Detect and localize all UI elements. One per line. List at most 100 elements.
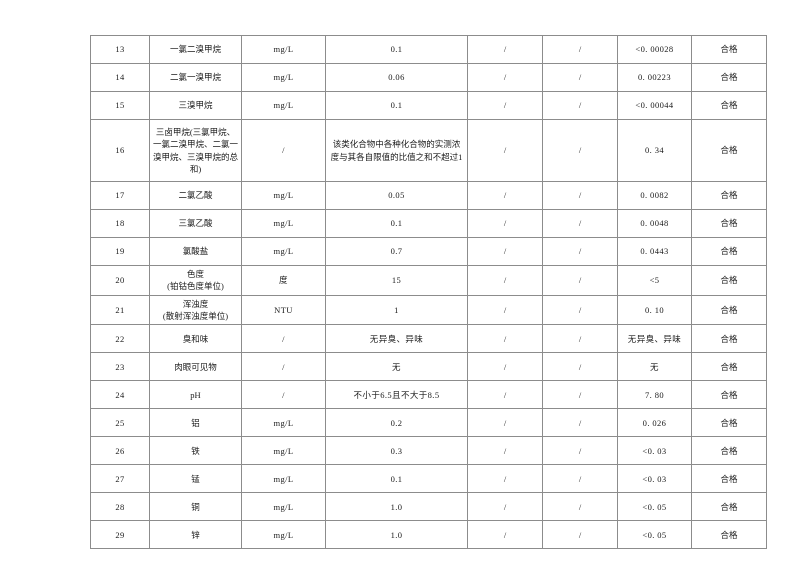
cell-serial-number: 27 [90, 464, 150, 494]
cell-item-name: 肉眼可见物 [149, 352, 242, 382]
water-quality-results-table: 13 一氯二溴甲烷 mg/L 0.1// <0. 00028 合格 14 二氯一溴甲烷 mg/L… [90, 35, 767, 550]
table-row: 29 锌 mg/L 1.0// <0. 05 合格 [90, 520, 767, 550]
cell-blank-a: / [467, 464, 543, 494]
cell-blank-b: / [542, 294, 618, 326]
cell-blank-b: / [542, 119, 618, 182]
cell-blank-a: / [467, 520, 543, 550]
cell-serial-number: 25 [90, 408, 150, 438]
cell-verdict: 合格 [691, 35, 767, 64]
cell-verdict: 合格 [691, 464, 767, 494]
cell-item-name: 三氯乙酸 [149, 209, 242, 238]
cell-verdict: 合格 [691, 294, 767, 326]
cell-blank-a: / [467, 408, 543, 438]
table-row: 23 肉眼可见物 / 无 / / 无合格 [90, 352, 767, 382]
cell-item-name: 三溴甲烷 [149, 91, 242, 120]
cell-serial-number: 28 [90, 492, 150, 522]
cell-unit: mg/L [241, 237, 326, 266]
cell-blank-b: / [542, 492, 618, 522]
cell-blank-b: / [542, 464, 618, 494]
cell-unit: / [241, 380, 326, 410]
cell-unit: mg/L [241, 408, 326, 438]
cell-item-name: 三卤甲烷(三氯甲烷、一氯二溴甲烷、二氯一溴甲烷、三溴甲烷的总和) [149, 119, 242, 182]
cell-serial-number: 24 [90, 380, 150, 410]
cell-test-result: <0. 00044 [617, 91, 692, 120]
cell-unit: mg/L [241, 209, 326, 238]
table-row: 16 三卤甲烷(三氯甲烷、一氯二溴甲烷、二氯一溴甲烷、三溴甲烷的总和) / 该类化合物… [90, 119, 767, 182]
cell-standard-limit: 0.3 [325, 436, 468, 466]
cell-serial-number: 18 [90, 209, 150, 238]
table-row: 17 二氯乙酸 mg/L 0.05//0. 0082 合格 [90, 181, 767, 210]
cell-test-result: <0. 05 [617, 520, 692, 550]
cell-standard-limit: 0.1 [325, 209, 468, 238]
cell-verdict: 合格 [691, 63, 767, 92]
cell-item-name: 二氯乙酸 [149, 181, 242, 210]
cell-verdict: 合格 [691, 119, 767, 182]
table-row: 15 三溴甲烷 mg/L 0.1// <0. 00044 合格 [90, 91, 767, 120]
cell-test-result: 7. 80 [617, 380, 692, 410]
cell-verdict: 合格 [691, 265, 767, 296]
cell-blank-b: / [542, 209, 618, 238]
table-row: 25 铝 mg/L 0.2//0. 026 合格 [90, 408, 767, 438]
cell-test-result: 0. 0048 [617, 209, 692, 238]
cell-blank-b: / [542, 436, 618, 466]
cell-standard-limit: 0.2 [325, 408, 468, 438]
cell-unit: / [241, 352, 326, 382]
table-row: 14 二氯一溴甲烷 mg/L 0.06//0. 00223 合格 [90, 63, 767, 92]
table-row: 21 浑浊度 (散射浑浊度单位) NTU 1//0. 10 合格 [90, 294, 767, 326]
table-row: 13 一氯二溴甲烷 mg/L 0.1// <0. 00028 合格 [90, 35, 767, 64]
cell-unit: mg/L [241, 464, 326, 494]
cell-verdict: 合格 [691, 492, 767, 522]
cell-blank-b: / [542, 380, 618, 410]
cell-standard-limit: 0.06 [325, 63, 468, 92]
cell-blank-a: / [467, 119, 543, 182]
cell-serial-number: 16 [90, 119, 150, 182]
table-body: 13 一氯二溴甲烷 mg/L 0.1// <0. 00028 合格 14 二氯一溴甲烷 mg/L… [90, 35, 767, 550]
cell-item-name: 色度 (铂钴色度单位) [149, 265, 242, 296]
cell-blank-b: / [542, 408, 618, 438]
cell-blank-b: / [542, 35, 618, 64]
cell-serial-number: 26 [90, 436, 150, 466]
cell-item-name: 一氯二溴甲烷 [149, 35, 242, 64]
cell-blank-a: / [467, 63, 543, 92]
cell-test-result: 0. 0443 [617, 237, 692, 266]
cell-verdict: 合格 [691, 181, 767, 210]
cell-standard-limit: 1.0 [325, 520, 468, 550]
cell-blank-b: / [542, 181, 618, 210]
cell-item-name: pH [149, 380, 242, 410]
cell-verdict: 合格 [691, 352, 767, 382]
cell-blank-a: / [467, 436, 543, 466]
cell-serial-number: 23 [90, 352, 150, 382]
cell-item-name: 锰 [149, 464, 242, 494]
cell-standard-limit: 不小于6.5且不大于8.5 [325, 380, 468, 410]
cell-blank-a: / [467, 265, 543, 296]
cell-unit: mg/L [241, 436, 326, 466]
table-row: 24 pH / 不小于6.5且不大于8.5//7. 80 合格 [90, 380, 767, 410]
cell-blank-a: / [467, 237, 543, 266]
table-row: 19 氯酸盐 mg/L 0.7//0. 0443 合格 [90, 237, 767, 266]
cell-serial-number: 20 [90, 265, 150, 296]
cell-item-name: 铜 [149, 492, 242, 522]
cell-test-result: <0. 03 [617, 436, 692, 466]
cell-unit: 度 [241, 265, 326, 296]
cell-blank-a: / [467, 380, 543, 410]
cell-unit: mg/L [241, 35, 326, 64]
cell-item-name: 锌 [149, 520, 242, 550]
cell-unit: mg/L [241, 63, 326, 92]
cell-test-result: 0. 026 [617, 408, 692, 438]
table-row: 22 臭和味 / 无异臭、异味 / / 无异臭、异味 合格 [90, 324, 767, 354]
cell-test-result: 0. 0082 [617, 181, 692, 210]
cell-unit: / [241, 324, 326, 354]
cell-test-result: 无 [617, 352, 692, 382]
cell-standard-limit: 0.1 [325, 35, 468, 64]
cell-unit: mg/L [241, 492, 326, 522]
cell-test-result: <0. 00028 [617, 35, 692, 64]
cell-standard-limit: 0.1 [325, 91, 468, 120]
cell-blank-a: / [467, 294, 543, 326]
cell-item-name: 二氯一溴甲烷 [149, 63, 242, 92]
cell-standard-limit: 15 [325, 265, 468, 296]
cell-test-result: 0. 10 [617, 294, 692, 326]
cell-standard-limit: 1.0 [325, 492, 468, 522]
cell-item-name: 臭和味 [149, 324, 242, 354]
cell-unit: mg/L [241, 520, 326, 550]
cell-blank-b: / [542, 237, 618, 266]
